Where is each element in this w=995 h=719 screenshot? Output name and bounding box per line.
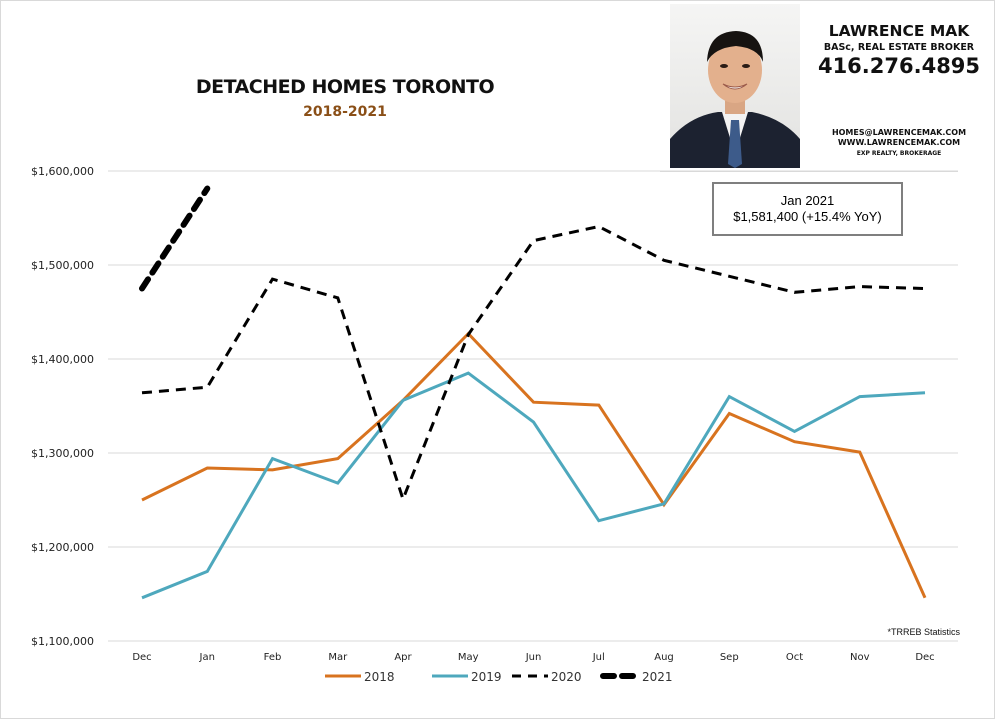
agent-photo [670, 4, 800, 168]
agent-phone[interactable]: 416.276.4895 [817, 54, 981, 78]
x-tick-label: Jan [199, 652, 215, 663]
gridlines [108, 170, 958, 642]
x-tick-label: Dec [132, 652, 151, 663]
y-tick-label: $1,600,000 [31, 165, 94, 178]
series-line-2020 [141, 224, 926, 504]
agent-contact: HOMES@LAWRENCEMAK.COM WWW.LAWRENCEMAK.CO… [804, 128, 994, 157]
y-tick-label: $1,300,000 [31, 447, 94, 460]
legend-label-2020: 2020 [551, 670, 582, 684]
agent-email[interactable]: HOMES@LAWRENCEMAK.COM [831, 128, 967, 137]
agent-credentials: BASc, REAL ESTATE BROKER [823, 42, 975, 53]
x-tick-label: Jun [525, 652, 542, 663]
agent-website[interactable]: WWW.LAWRENCEMAK.COM [837, 138, 961, 147]
series-line-2021 [139, 185, 211, 292]
y-tick-label: $1,400,000 [31, 353, 94, 366]
series-line-2018 [141, 331, 927, 599]
x-tick-label: Oct [786, 652, 803, 663]
callout-period: Jan 2021 [780, 193, 835, 208]
series-lines [139, 185, 927, 600]
x-tick-label: Feb [264, 652, 282, 663]
x-tick-label: Apr [394, 652, 412, 663]
x-tick-label: May [458, 652, 479, 663]
chart-subtitle: 2018-2021 [303, 104, 387, 120]
agent-info: LAWRENCE MAK BASc, REAL ESTATE BROKER 41… [804, 22, 994, 78]
y-axis-ticks: $1,100,000 $1,200,000 $1,300,000 $1,400,000… [31, 165, 94, 648]
legend: 2018 2019 2020 2021 [325, 670, 673, 684]
x-tick-label: Jul [592, 652, 605, 663]
agent-portrait-icon [670, 4, 800, 168]
agent-name: LAWRENCE MAK [828, 22, 970, 40]
callout-value: $1,581,400 (+15.4% YoY) [733, 209, 882, 224]
x-axis-ticks: Dec Jan Feb Mar Apr May Jun Jul Aug Sep Oct Nov Dec [132, 652, 934, 663]
x-tick-label: Aug [654, 652, 674, 663]
source-note: *TRREB Statistics [887, 627, 960, 637]
legend-label-2021: 2021 [642, 670, 673, 684]
legend-label-2019: 2019 [471, 670, 502, 684]
chart-title: DETACHED HOMES TORONTO [195, 76, 495, 98]
agent-brokerage: EXP REALTY, BROKERAGE [856, 150, 942, 157]
series-line-2019 [141, 371, 926, 600]
x-tick-label: Mar [328, 652, 348, 663]
y-tick-label: $1,500,000 [31, 259, 94, 272]
y-tick-label: $1,100,000 [31, 635, 94, 648]
callout-box: Jan 2021 $1,581,400 (+15.4% YoY) [712, 182, 903, 236]
x-tick-label: Nov [850, 652, 870, 663]
x-tick-label: Sep [720, 652, 739, 663]
y-tick-label: $1,200,000 [31, 541, 94, 554]
legend-label-2018: 2018 [364, 670, 395, 684]
x-tick-label: Dec [915, 652, 934, 663]
